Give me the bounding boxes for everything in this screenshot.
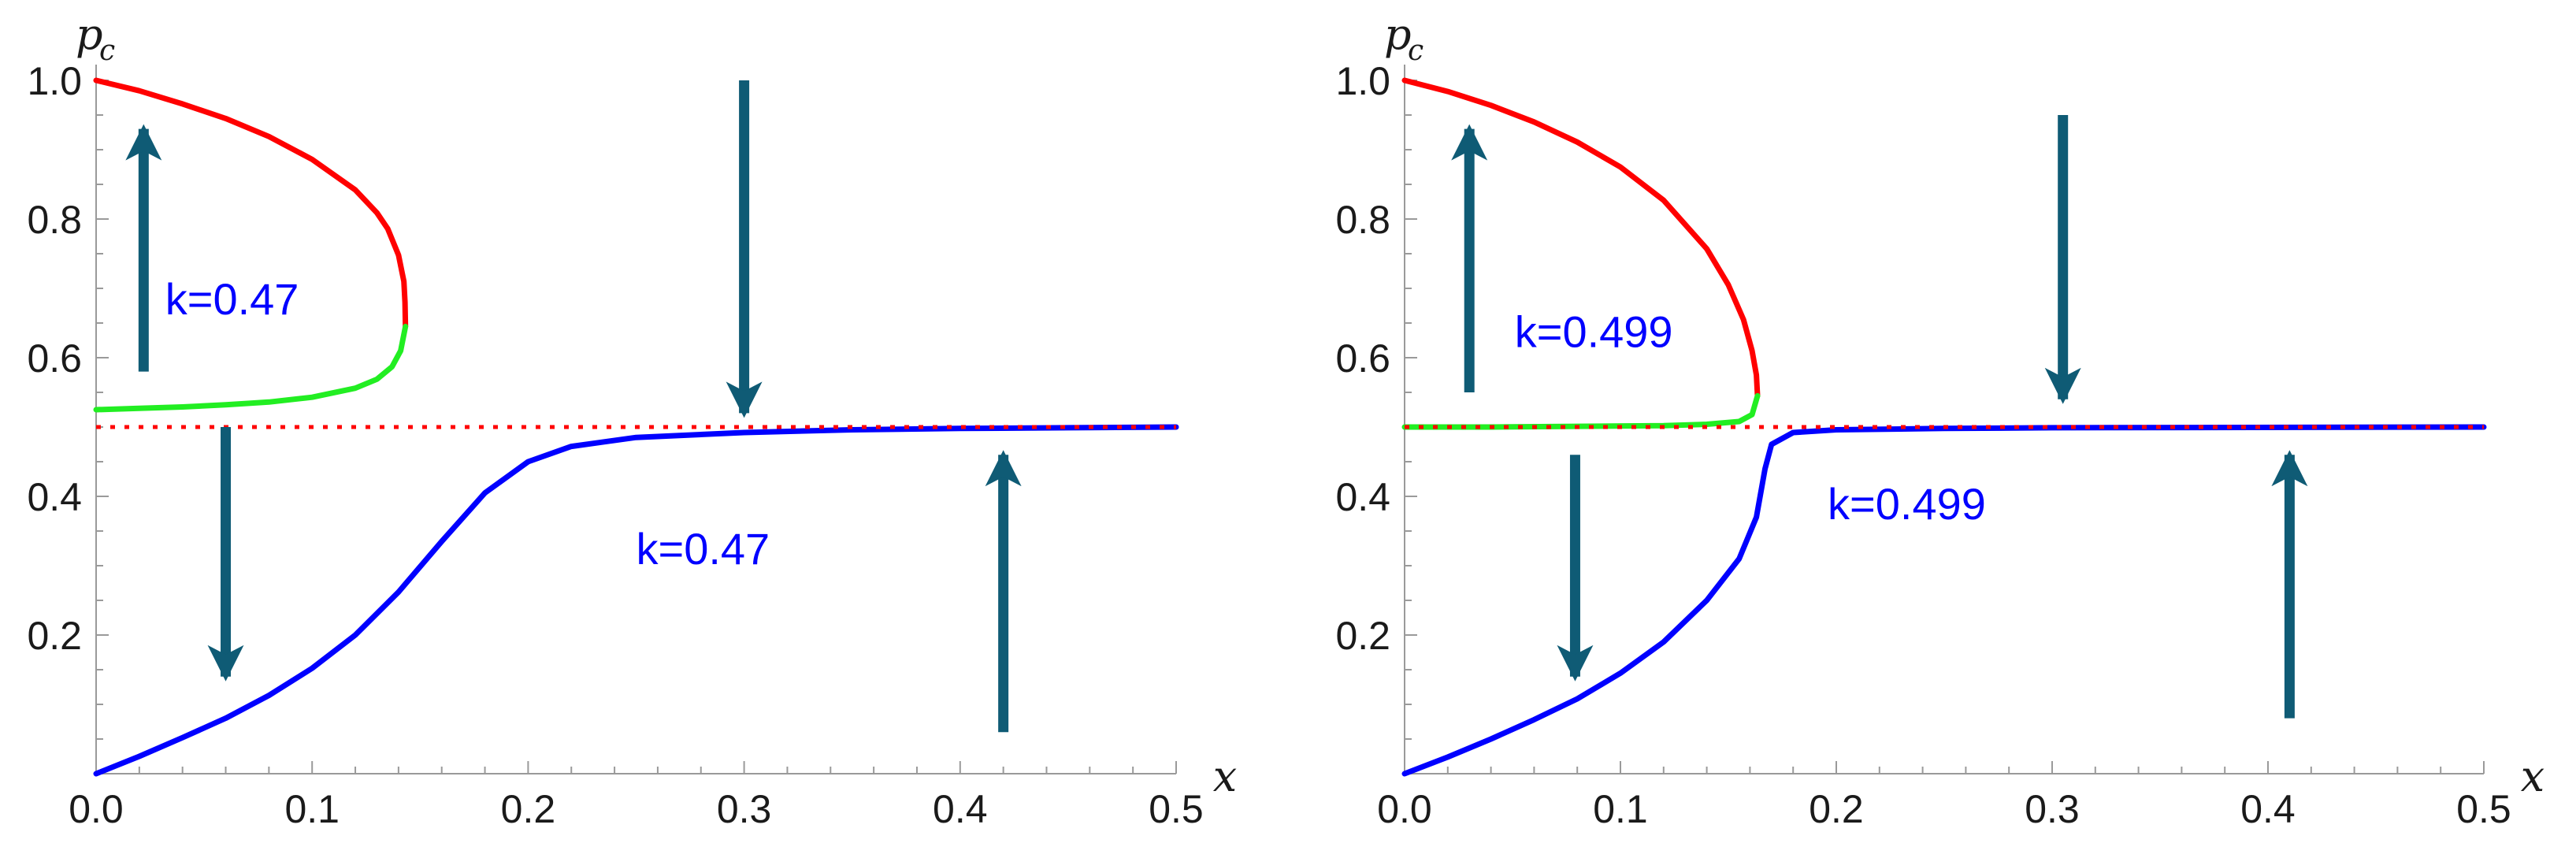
chart-1-y-tick-label: 0.4 <box>1335 475 1390 519</box>
chart-0-y-tick-label: 0.8 <box>27 198 82 242</box>
chart-1-x-axis-title: x <box>2521 752 2544 801</box>
chart-0-y-axis-title-sub: c <box>99 35 115 67</box>
chart-1-y-tick-label: 1.0 <box>1335 59 1390 103</box>
chart-0-y-tick-label: 1.0 <box>27 59 82 103</box>
chart-0-y-axis-title: p <box>76 9 103 59</box>
chart-0-x-axis-title: x <box>1213 752 1237 801</box>
chart-0-x-tick-label: 0.3 <box>717 787 772 831</box>
chart-1-annotation-0: k=0.499 <box>1515 307 1673 357</box>
chart-0-x-tick-label: 0.2 <box>501 787 556 831</box>
chart-0-y-tick-label: 0.4 <box>27 475 82 519</box>
chart-0-annotation-1: k=0.47 <box>637 524 770 574</box>
chart-0-series-2-line <box>93 424 1179 777</box>
chart-0-x-tick-label: 0.4 <box>933 787 988 831</box>
left-chart-panel: 0.0 0.1 0.2 0.3 0.4 0.5 0.2 0.4 0.6 0.8 1.0 x pc k=0.… <box>27 9 1237 831</box>
chart-1-x-tick-label: 0.3 <box>2025 787 2080 831</box>
chart-1-series-2-line <box>1401 424 2487 777</box>
chart-1-y-tick-label: 0.8 <box>1335 198 1390 242</box>
chart-0-x-tick-label: 0.1 <box>284 787 340 831</box>
chart-0-x-tick-label: 0.0 <box>69 787 124 831</box>
chart-1-x-tick-label: 0.4 <box>2240 787 2296 831</box>
chart-1-series-0-line <box>1401 77 1761 399</box>
right-chart-panel: 0.0 0.1 0.2 0.3 0.4 0.5 0.2 0.4 0.6 0.8 1.0 x pc k=0.… <box>1335 9 2544 831</box>
chart-0-x-tick-label: 0.5 <box>1149 787 1204 831</box>
chart-1-x-tick-label: 0.5 <box>2456 787 2511 831</box>
chart-0-annotation-0: k=0.47 <box>165 274 299 324</box>
chart-0-y-tick-label: 0.2 <box>27 614 82 658</box>
chart-1-x-tick-label: 0.2 <box>1809 787 1864 831</box>
chart-1-annotation-1: k=0.499 <box>1828 479 1986 529</box>
chart-0-y-tick-label: 0.6 <box>27 336 82 381</box>
chart-0-series-0-line <box>93 77 409 329</box>
chart-1-series-1-line <box>1401 392 1761 430</box>
chart-1-x-tick-label: 0.0 <box>1377 787 1432 831</box>
chart-1-x-tick-label: 0.1 <box>1593 787 1648 831</box>
chart-1-y-axis-title: p <box>1384 9 1412 59</box>
chart-1-y-tick-label: 0.6 <box>1335 336 1390 381</box>
chart-0-series-1-line <box>93 323 409 413</box>
chart-1-y-axis-title-sub: c <box>1408 35 1423 67</box>
chart-1-y-tick-label: 0.2 <box>1335 614 1390 658</box>
